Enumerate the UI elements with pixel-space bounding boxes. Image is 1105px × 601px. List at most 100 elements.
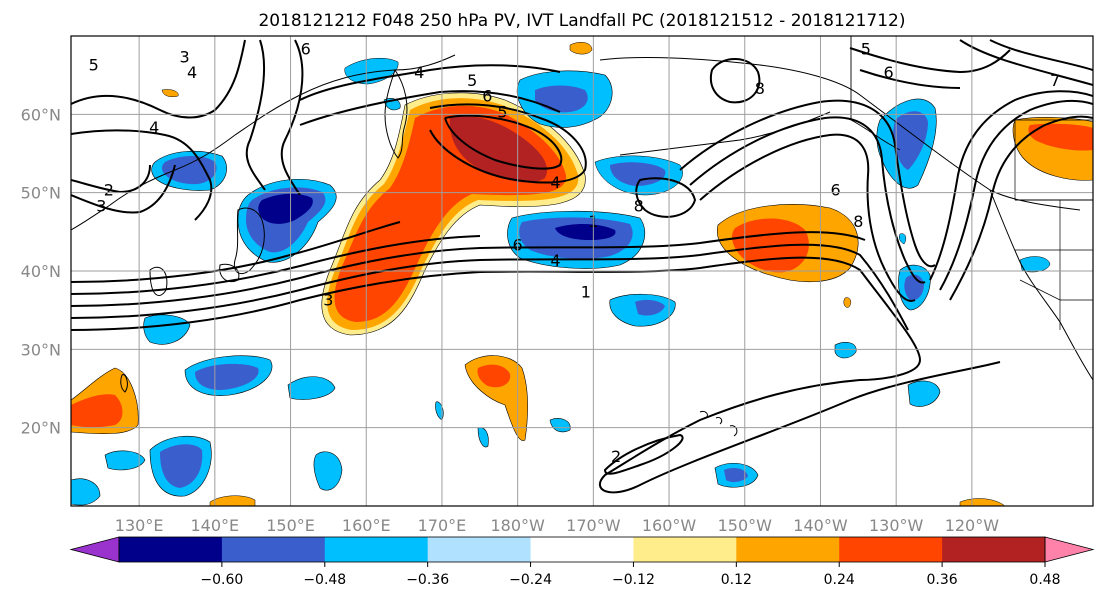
negative-shade-bering-3-mid: [610, 162, 666, 186]
pv-contour-4: [71, 235, 481, 295]
lon-label: 170°E: [418, 516, 467, 535]
negative-shade-bering-mid: [535, 85, 588, 113]
negative-shade-sub-7: [143, 314, 191, 345]
colorbar-tick-label: −0.60: [200, 572, 243, 588]
colorbar-segment: [942, 537, 1046, 562]
pv-contour-wave-1: [245, 39, 266, 191]
contour-label: 5: [89, 55, 99, 74]
negative-shade-coast-speck-2: [898, 233, 907, 245]
pv-contour-gulf-4: [929, 90, 1093, 281]
pv-contour-north-1: [71, 39, 246, 119]
lon-label: 140°W: [793, 516, 848, 535]
pv-contour-2: [71, 243, 909, 331]
positive-shade-speck-4: [959, 498, 1006, 506]
contour-label: 3: [179, 48, 189, 67]
lon-label: 160°W: [642, 516, 697, 535]
contour-label: 7: [1050, 71, 1060, 90]
contour-label: 5: [497, 102, 507, 121]
colorbar-segment: [221, 537, 326, 562]
lon-label: 150°W: [718, 516, 773, 535]
colorbar-tick-label: −0.24: [509, 572, 552, 588]
border-canada-prov: [1014, 119, 1093, 200]
pv-contour-1: [71, 256, 1001, 494]
positive-shade-sw-red: [71, 394, 123, 428]
pv-contours: [71, 39, 1093, 494]
contour-label: 6: [884, 63, 894, 82]
lon-label: 150°E: [266, 516, 315, 535]
longitude-labels: 130°E 140°E 150°E 160°E 170°E 180°W 170°W 160°W…: [115, 516, 999, 535]
pv-contour-ridge-2: [299, 90, 561, 126]
coastline-japan: [233, 207, 265, 275]
pv-contour-gulf-5: [939, 99, 1093, 291]
negative-shade-sub-4: [287, 376, 336, 400]
pv-contour-alaska-ring: [710, 58, 761, 104]
lat-label: 20°N: [21, 419, 61, 438]
negative-shade-japan-navy: [258, 193, 313, 224]
negative-shade-sub-11: [477, 427, 489, 448]
colorbar-segment: [324, 537, 429, 562]
positive-shade-speck-3: [209, 495, 256, 506]
pv-contour-gulf-9: [849, 47, 1011, 74]
colorbar-segment: [633, 537, 737, 562]
positive-shade-speck-1: [569, 42, 593, 55]
contour-label: 6: [482, 87, 492, 106]
contour-label: 4: [414, 63, 424, 82]
positive-shade-east-small: [843, 297, 852, 308]
colorbar-segment: [427, 537, 532, 562]
lat-label: 50°N: [21, 184, 61, 203]
contour-label: 5: [861, 40, 871, 59]
contour-label: 4: [187, 63, 197, 82]
pv-contour-ridge-1: [299, 64, 561, 101]
negative-shade-sub-1-mid: [195, 363, 259, 390]
pv-contour-3: [71, 231, 866, 307]
colorbar-segment: [119, 537, 223, 562]
colorbar-tick-label: −0.36: [406, 572, 449, 588]
positive-shade-speck-2: [161, 89, 179, 97]
contour-label: 8: [853, 212, 863, 231]
coastline-taiwan: [120, 374, 128, 393]
negative-shade-sub-3: [104, 450, 146, 471]
lon-label: 120°W: [945, 516, 1000, 535]
contour-label: 3: [96, 196, 106, 215]
colorbar-tick-label: −0.48: [303, 572, 346, 588]
pv-contour-gulf-1: [699, 133, 916, 302]
contour-label: 8: [634, 196, 644, 215]
pv-contour-ridge-3: [429, 103, 587, 184]
pv-contour-gulf-6: [949, 115, 1093, 301]
colorbar-tick-label: 0.24: [824, 572, 855, 588]
pv-contour-gulf-3: [679, 99, 936, 268]
lon-label: 130°W: [869, 516, 924, 535]
gridlines: [71, 36, 1093, 506]
negative-shade-sub-6-mid: [635, 299, 665, 316]
colorbar-tick-label: 0.12: [721, 572, 752, 588]
colorbar: −0.60 −0.48 −0.36 −0.24 −0.12 0.12 0.24 0.36 0.4…: [69, 536, 1095, 588]
border-states-3: [1019, 279, 1093, 301]
negative-shade-sub-8-mid: [724, 468, 748, 483]
pv-contour-north-3: [71, 164, 151, 194]
colorbar-segment: [530, 537, 634, 562]
negative-shade-sub-9: [907, 380, 941, 407]
pv-contour-north-2: [71, 129, 213, 221]
contour-label: 5: [467, 71, 477, 90]
lat-label: 30°N: [21, 340, 61, 359]
colorbar-tick-label: −0.12: [612, 572, 655, 588]
negative-shade-sub-10: [834, 342, 857, 359]
contour-label: 8: [755, 79, 765, 98]
contour-label: 3: [323, 290, 333, 309]
coastline-na-west: [989, 189, 1093, 381]
negative-shade-sub-2-mid: [160, 444, 203, 488]
pv-contour-wave-2: [280, 39, 304, 196]
colorbar-frame: [118, 536, 1046, 563]
positive-shade-nw-red: [1028, 123, 1093, 151]
colorbar-segment: [839, 537, 943, 562]
contour-label: 6: [831, 181, 841, 200]
pv-contour-south-loop: [603, 433, 684, 475]
contour-label: 6: [301, 40, 311, 59]
latitude-labels: 60°N 50°N 40°N 30°N 20°N: [21, 105, 61, 437]
lon-label: 160°E: [342, 516, 391, 535]
lat-label: 60°N: [21, 105, 61, 124]
negative-shade-mid-navy: [555, 224, 616, 240]
colorbar-tick-label: 0.48: [1029, 572, 1060, 588]
map-frame: [70, 35, 1094, 507]
